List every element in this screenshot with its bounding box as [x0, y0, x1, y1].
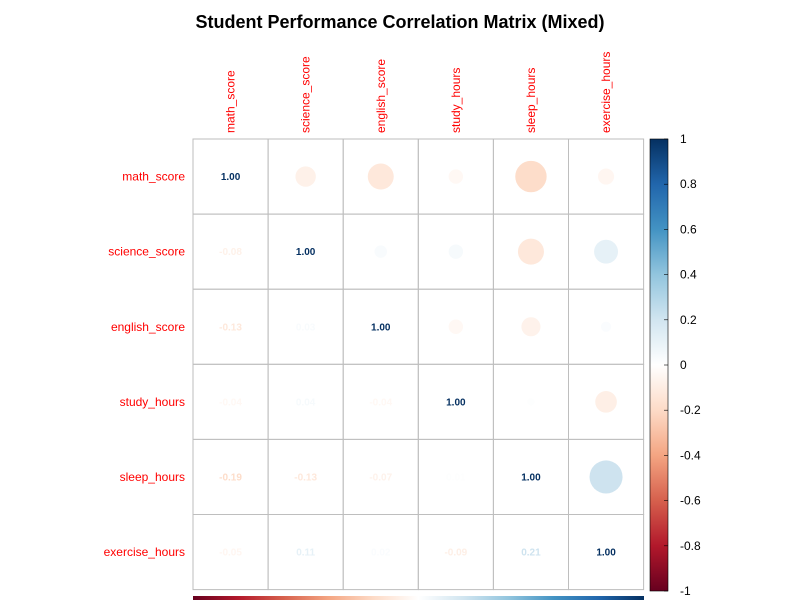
row-label: exercise_hours: [104, 545, 185, 559]
correlation-value: -0.08: [219, 247, 242, 258]
column-label: sleep_hours: [524, 68, 538, 133]
correlation-circle: [600, 321, 612, 332]
correlation-value: 1.00: [221, 172, 241, 183]
bottom-color-strip: [193, 596, 644, 600]
row-label: study_hours: [120, 395, 185, 409]
matrix-cells: 1.00 -0.08 1.00 -0.13 0.03 1.00 -0.04 0.04 -0.04…: [219, 160, 623, 559]
correlation-value: -0.13: [219, 322, 242, 333]
correlation-circle: [448, 319, 464, 334]
colorbar-tick-label: 0.2: [680, 313, 697, 327]
colorbar-tick-label: 1: [680, 132, 687, 146]
correlation-value: -0.07: [369, 472, 392, 483]
column-label: exercise_hours: [599, 52, 613, 133]
colorbar-tick-label: 0.4: [680, 268, 697, 282]
correlation-value: 0.03: [296, 322, 316, 333]
colorbar: 1 0.8 0.6 0.4 0.2 0 -0.2 -0.4 -0.6 -0.8 -1: [649, 132, 701, 598]
correlation-value: 0.04: [296, 397, 316, 408]
colorbar-tick-label: -1: [680, 584, 691, 598]
row-label: english_score: [111, 320, 185, 334]
colorbar-tick-label: 0.6: [680, 222, 697, 236]
column-labels: math_score science_score english_score stud…: [224, 52, 613, 133]
chart-title: Student Performance Correlation Matrix (…: [195, 12, 604, 32]
correlation-circle: [521, 317, 541, 337]
correlation-value: 0.21: [521, 548, 541, 559]
correlation-circle: [295, 166, 316, 187]
correlation-value: 0.02: [371, 548, 391, 559]
correlation-circle: [448, 244, 464, 259]
row-labels: math_score science_score english_scorestud…: [104, 170, 186, 559]
colorbar-tick-label: 0.8: [680, 177, 697, 191]
correlation-value: 1.00: [446, 397, 466, 408]
row-label: sleep_hours: [120, 470, 185, 484]
colorbar-tick-label: -0.2: [680, 403, 701, 417]
correlation-value: 1.00: [521, 472, 541, 483]
correlation-value: -0.04: [369, 397, 392, 408]
column-label: english_score: [374, 59, 388, 133]
correlation-circle: [367, 163, 394, 190]
column-label: science_score: [299, 56, 313, 133]
matrix-grid: [192, 138, 645, 591]
row-label: math_score: [122, 170, 185, 184]
correlation-value: 0.11: [296, 548, 315, 559]
correlation-value: 1.00: [596, 548, 616, 559]
correlation-circle: [589, 460, 623, 494]
correlation-circle: [595, 391, 617, 413]
correlation-circle: [515, 160, 547, 193]
correlation-circle: [527, 398, 535, 406]
colorbar-tick-label: -0.4: [680, 448, 701, 462]
row-label: science_score: [108, 245, 185, 259]
correlation-value: -0.09: [444, 548, 467, 559]
correlation-value: 1.00: [371, 322, 391, 333]
colorbar-tick-label: -0.6: [680, 494, 701, 508]
correlation-value: -0.19: [219, 472, 242, 483]
correlation-value: -0.13: [294, 472, 317, 483]
colorbar-tick-label: 0: [680, 358, 687, 372]
correlation-circle: [374, 245, 387, 258]
correlation-value: -0.05: [219, 548, 242, 559]
correlation-circle: [594, 239, 619, 264]
correlation-circle: [597, 168, 615, 185]
correlation-value: -0.04: [219, 397, 242, 408]
grid-cell: [568, 514, 645, 591]
column-label: study_hours: [449, 68, 463, 133]
correlation-circle: [448, 169, 464, 184]
correlation-value: 1.00: [296, 247, 316, 258]
column-label: math_score: [224, 70, 238, 133]
colorbar-tick-label: -0.8: [680, 539, 701, 553]
correlation-circle: [517, 238, 544, 265]
correlation-value: 0.01: [446, 472, 466, 483]
